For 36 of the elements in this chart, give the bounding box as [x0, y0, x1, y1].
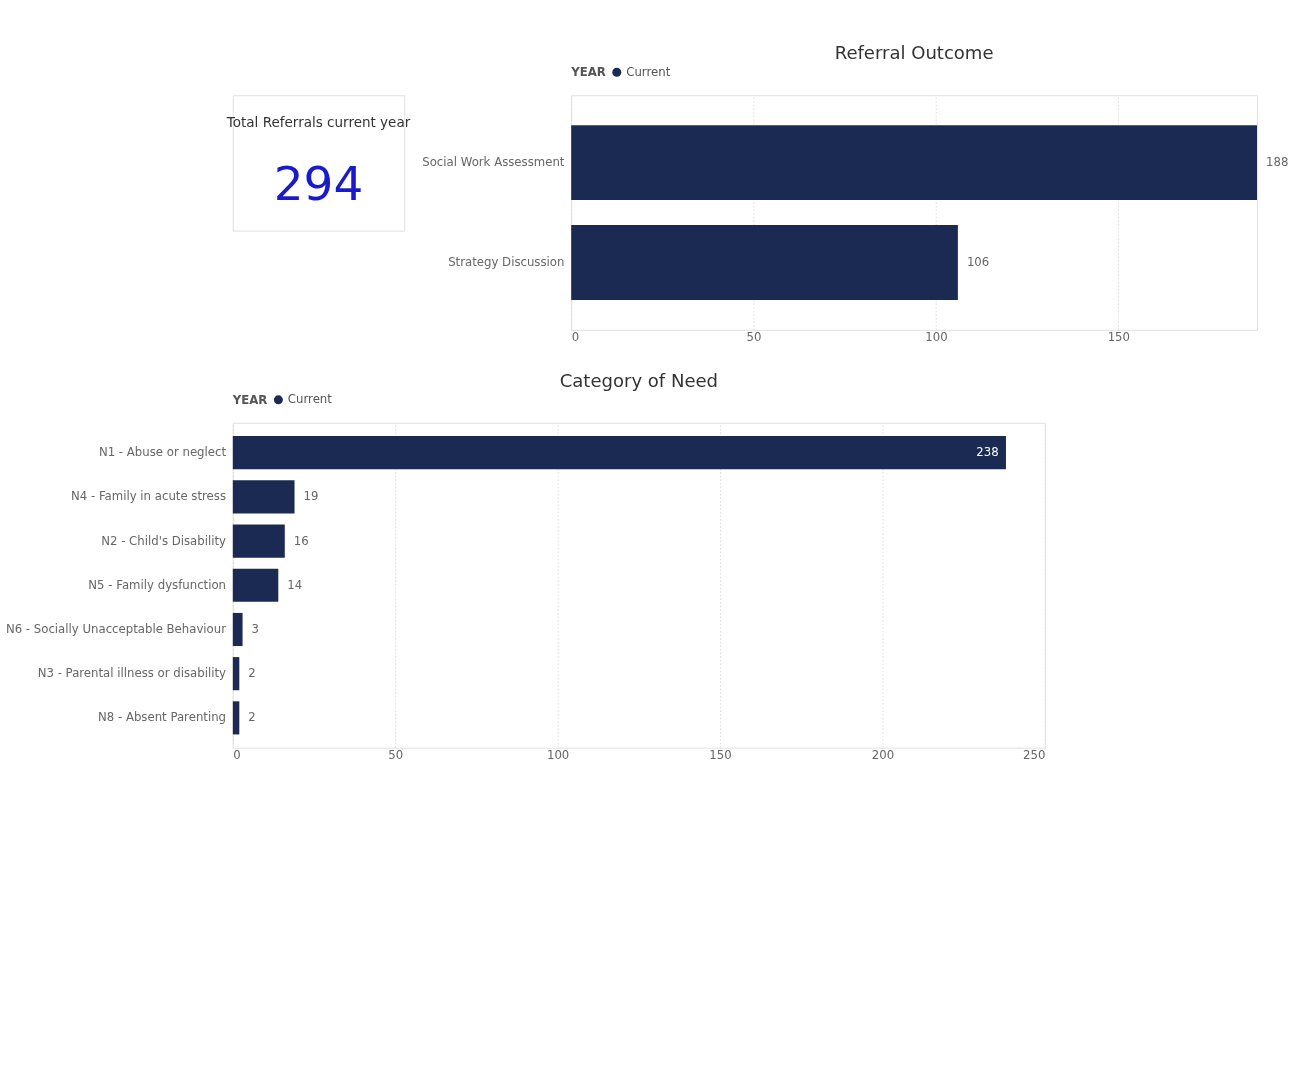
legend-label: Current: [287, 392, 333, 407]
x-tick-label: 50: [746, 330, 762, 345]
legend-title: YEAR: [231, 392, 268, 407]
data-label: 238: [976, 445, 999, 460]
y-tick-label: N8 - Absent Parenting: [97, 710, 227, 725]
y-tick-label: N1 - Abuse or neglect: [98, 445, 227, 460]
data-label: 14: [287, 577, 303, 592]
x-tick-label: 50: [388, 747, 404, 762]
x-tick-label: 150: [709, 747, 732, 762]
legend-label: Current: [626, 64, 671, 79]
y-tick-label: N2 - Child's Disability: [101, 533, 227, 548]
data-label: 19: [303, 489, 319, 504]
text: 294: [273, 155, 364, 211]
data-label: 2: [248, 710, 256, 725]
legend-title: YEAR: [570, 65, 606, 80]
data-label: 106: [966, 255, 990, 270]
chart-title: Referral Outcome: [834, 42, 994, 64]
text: Total Referrals current year: [225, 113, 411, 130]
data-label: 2: [248, 666, 256, 681]
y-tick-label: N3 - Parental illness or disability: [37, 666, 227, 681]
x-tick-label: 200: [871, 747, 895, 762]
chart-title: Category of Need: [559, 369, 719, 391]
x-tick-label: 100: [925, 330, 948, 345]
y-tick-label: Strategy Discussion: [448, 255, 565, 270]
x-tick-label: 250: [1023, 747, 1046, 762]
y-tick-label: N5 - Family dysfunction: [88, 577, 227, 592]
x-tick-label: 0: [571, 330, 580, 345]
y-tick-label: N4 - Family in acute stress: [71, 489, 227, 504]
data-label: 3: [251, 622, 260, 637]
data-label: 16: [293, 533, 309, 548]
data-label: 188: [1266, 155, 1289, 170]
x-tick-label: 100: [546, 747, 570, 762]
y-tick-label: N6 - Socially Unacceptable Behaviour: [5, 622, 227, 637]
x-tick-label: 0: [233, 747, 241, 762]
x-tick-label: 150: [1107, 330, 1131, 345]
y-tick-label: Social Work Assessment: [422, 155, 565, 170]
